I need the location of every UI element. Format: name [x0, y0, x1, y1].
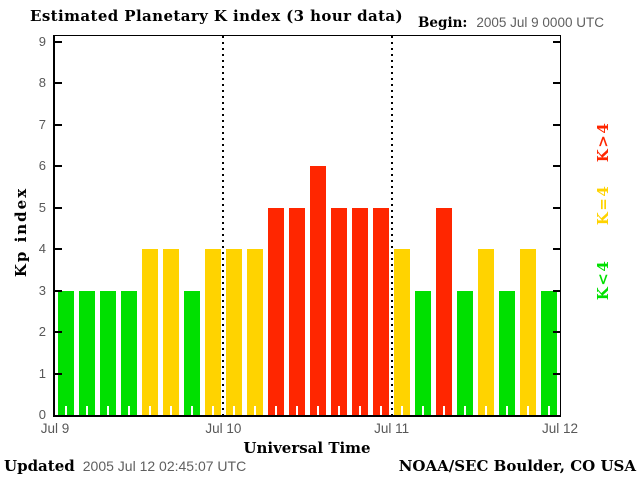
y-tick-mark [55, 248, 62, 251]
bar-base-tick [253, 406, 256, 415]
updated-text: Updated 2005 Jul 12 02:45:07 UTC [4, 457, 246, 475]
y-tick-label: 5 [38, 199, 46, 215]
bar-base-tick [358, 406, 361, 415]
x-tick-label: Jul 11 [374, 421, 410, 436]
kp-bar [120, 290, 137, 415]
legend-item: K=4 [594, 184, 612, 226]
y-tick-label: 1 [38, 365, 46, 381]
begin-label: Begin: [418, 15, 468, 31]
kp-bar [288, 207, 305, 415]
x-tick-label: Jul 12 [541, 421, 579, 436]
kp-bar [456, 290, 473, 415]
kp-bar [498, 290, 515, 415]
y-tick-mark [553, 331, 560, 334]
bar-base-tick [337, 406, 340, 415]
x-tick-label: Jul 10 [205, 421, 242, 436]
kp-bar [393, 249, 410, 415]
y-tick-label: 4 [38, 241, 46, 257]
y-tick-label: 2 [38, 324, 46, 340]
legend-item: K>4 [594, 121, 612, 163]
bar-base-tick [505, 406, 508, 415]
bar-base-tick [148, 406, 151, 415]
y-tick-mark [553, 289, 560, 292]
begin-time: Begin: 2005 Jul 9 0000 UTC [418, 15, 604, 31]
y-tick-mark [55, 82, 62, 85]
y-tick-mark [55, 206, 62, 209]
bar-base-tick [442, 406, 445, 415]
day-boundary-line [390, 36, 393, 415]
bar-base-tick [463, 406, 466, 415]
y-tick-mark [55, 331, 62, 334]
kp-bar [414, 290, 431, 415]
bar-base-tick [190, 406, 193, 415]
y-tick-label: 7 [38, 116, 46, 132]
bar-base-tick [484, 406, 487, 415]
kp-bar [519, 249, 536, 415]
kp-bar [162, 249, 179, 415]
y-tick-mark [553, 123, 560, 126]
updated-value: 2005 Jul 12 02:45:07 UTC [82, 458, 247, 474]
plot-area [53, 35, 561, 417]
bar-base-tick [400, 406, 403, 415]
kp-bar [57, 290, 74, 415]
y-tick-mark [55, 372, 62, 375]
y-tick-mark [553, 82, 560, 85]
kp-bar [372, 207, 389, 415]
kp-bar [540, 290, 557, 415]
kp-bar [183, 290, 200, 415]
kp-bar [78, 290, 95, 415]
chart-title: Estimated Planetary K index (3 hour data… [30, 7, 404, 25]
bar-base-tick [85, 406, 88, 415]
bar-base-tick [379, 406, 382, 415]
y-tick-mark [55, 289, 62, 292]
bar-base-tick [316, 406, 319, 415]
kp-bar [267, 207, 284, 415]
kp-bar [141, 249, 158, 415]
bar-base-tick [106, 406, 109, 415]
begin-value: 2005 Jul 9 0000 UTC [476, 15, 604, 30]
bar-base-tick [232, 406, 235, 415]
bar-base-tick [64, 406, 67, 415]
y-tick-label: 6 [38, 158, 46, 174]
y-tick-label: 8 [38, 75, 46, 91]
y-tick-label: 9 [38, 34, 46, 49]
y-tick-mark [553, 41, 560, 43]
y-tick-mark [553, 165, 560, 168]
kp-bar [351, 207, 368, 415]
y-tick-mark [55, 41, 62, 43]
x-axis-title: Universal Time [243, 439, 371, 457]
bars-container [55, 36, 560, 415]
kp-bar [99, 290, 116, 415]
x-tick-label: Jul 9 [40, 421, 70, 436]
bar-base-tick [421, 406, 424, 415]
kp-bar [435, 207, 452, 415]
kp-bar [309, 166, 326, 415]
bar-base-tick [127, 406, 130, 415]
credit-text: NOAA/SEC Boulder, CO USA [398, 457, 636, 475]
y-tick-mark [55, 165, 62, 168]
bar-base-tick [169, 406, 172, 415]
bar-base-tick [211, 406, 214, 415]
bar-base-tick [295, 406, 298, 415]
y-tick-mark [553, 372, 560, 375]
bar-base-tick [547, 406, 550, 415]
bar-base-tick [526, 406, 529, 415]
bar-base-tick [274, 406, 277, 415]
y-tick-mark [553, 248, 560, 251]
day-boundary-line [222, 36, 225, 415]
kp-bar [330, 207, 347, 415]
kp-bar [204, 249, 221, 415]
kp-bar [477, 249, 494, 415]
y-tick-mark [55, 123, 62, 126]
y-tick-mark [553, 206, 560, 209]
updated-label: Updated [4, 457, 75, 475]
legend-item: K<4 [594, 259, 612, 301]
kp-bar [246, 249, 263, 415]
kp-bar [225, 249, 242, 415]
y-tick-label: 0 [38, 407, 46, 422]
y-tick-label: 3 [38, 282, 46, 298]
